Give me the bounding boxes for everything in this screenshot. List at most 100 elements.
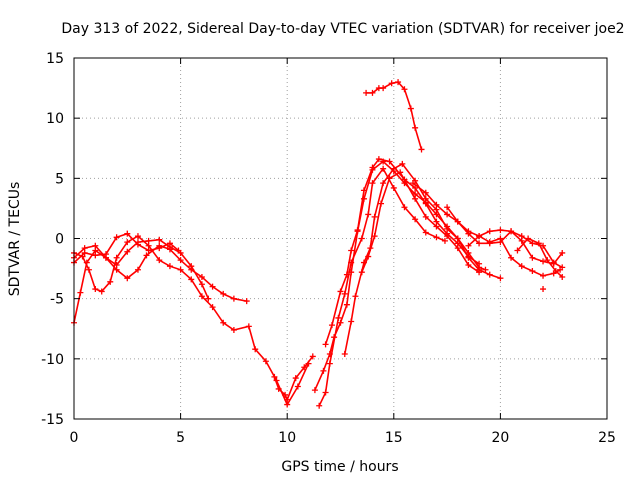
data-point (92, 286, 99, 293)
data-point (81, 249, 88, 256)
series-band (324, 158, 480, 345)
data-point (529, 240, 536, 247)
y-tick-label: 15 (46, 51, 64, 67)
data-point (92, 252, 99, 259)
series-track-12 (409, 180, 564, 279)
data-point (422, 229, 429, 236)
series-band (361, 171, 480, 273)
x-tick-label: 10 (278, 430, 296, 446)
data-point (348, 247, 355, 254)
data-point (497, 239, 504, 246)
data-point (380, 165, 387, 172)
data-point (188, 263, 195, 270)
data-point (365, 211, 372, 218)
data-point (454, 218, 461, 225)
data-point (77, 289, 84, 296)
data-point (386, 158, 393, 165)
data-point (399, 160, 406, 167)
data-point (354, 227, 361, 234)
data-point (352, 293, 359, 300)
data-point (412, 195, 419, 202)
y-tick-label: 0 (55, 232, 64, 248)
data-point (422, 213, 429, 220)
data-point (412, 184, 419, 191)
data-point (518, 237, 525, 244)
data-point (294, 383, 301, 390)
series-band (446, 206, 563, 269)
data-point (220, 290, 227, 297)
x-tick-label: 0 (70, 430, 79, 446)
series-band (314, 160, 486, 391)
data-point (209, 283, 216, 290)
data-point (508, 228, 515, 235)
data-point (311, 387, 318, 394)
data-point (343, 271, 350, 278)
data-point (343, 301, 350, 308)
x-tick-label: 25 (598, 430, 616, 446)
data-point (363, 89, 370, 96)
data-point (508, 254, 515, 261)
data-point (497, 275, 504, 282)
data-point (514, 247, 521, 254)
data-point (262, 358, 269, 365)
data-point (156, 245, 163, 252)
data-point (476, 260, 483, 267)
data-point (540, 286, 547, 293)
data-point (540, 242, 547, 249)
gridlines (74, 58, 607, 419)
data-point (397, 169, 404, 176)
data-point (143, 252, 150, 259)
data-point (124, 230, 131, 237)
data-point (559, 274, 566, 281)
plot-frame (73, 57, 608, 420)
data-point (358, 235, 365, 242)
data-point (134, 266, 141, 273)
data-point (177, 257, 184, 264)
data-point (378, 200, 385, 207)
data-point (341, 290, 348, 297)
data-point (409, 180, 416, 187)
y-tick-label: -10 (41, 352, 64, 368)
series-track-8 (322, 156, 483, 348)
data-point (395, 79, 402, 86)
axes: 0 5 10 15 20 25 -15 -10 -5 0 5 10 15 (41, 51, 616, 446)
data-point (433, 201, 440, 208)
y-tick-label: 5 (55, 171, 64, 187)
data-point (418, 146, 425, 153)
series-band (73, 244, 247, 323)
series-track-11 (363, 79, 425, 153)
data-point (134, 233, 141, 240)
x-tick-label: 15 (385, 430, 403, 446)
data-point (337, 319, 344, 326)
data-point (209, 304, 216, 311)
data-point (529, 254, 536, 261)
data-point (92, 242, 99, 249)
data-point (107, 278, 114, 285)
series-band (318, 167, 446, 407)
data-point (486, 228, 493, 235)
data-point (124, 275, 131, 282)
data-point (407, 105, 414, 112)
data-point (375, 156, 382, 163)
data-point (369, 89, 376, 96)
data-point (360, 187, 367, 194)
data-point (358, 269, 365, 276)
chart-title: Day 313 of 2022, Sidereal Day-to-day VTE… (61, 21, 624, 37)
data-point (341, 351, 348, 358)
data-point (401, 204, 408, 211)
data-point (412, 124, 419, 131)
data-point (124, 239, 131, 246)
data-point (535, 240, 542, 247)
data-point (113, 254, 120, 261)
x-tick-label: 5 (176, 430, 185, 446)
data-point (550, 260, 557, 267)
data-point (380, 85, 387, 92)
data-point (433, 223, 440, 230)
data-point (198, 274, 205, 281)
data-point (476, 269, 483, 276)
data-point (422, 195, 429, 202)
data-point (465, 261, 472, 268)
x-axis-label: GPS time / hours (281, 459, 398, 475)
data-point (559, 249, 566, 256)
data-point (465, 230, 472, 237)
